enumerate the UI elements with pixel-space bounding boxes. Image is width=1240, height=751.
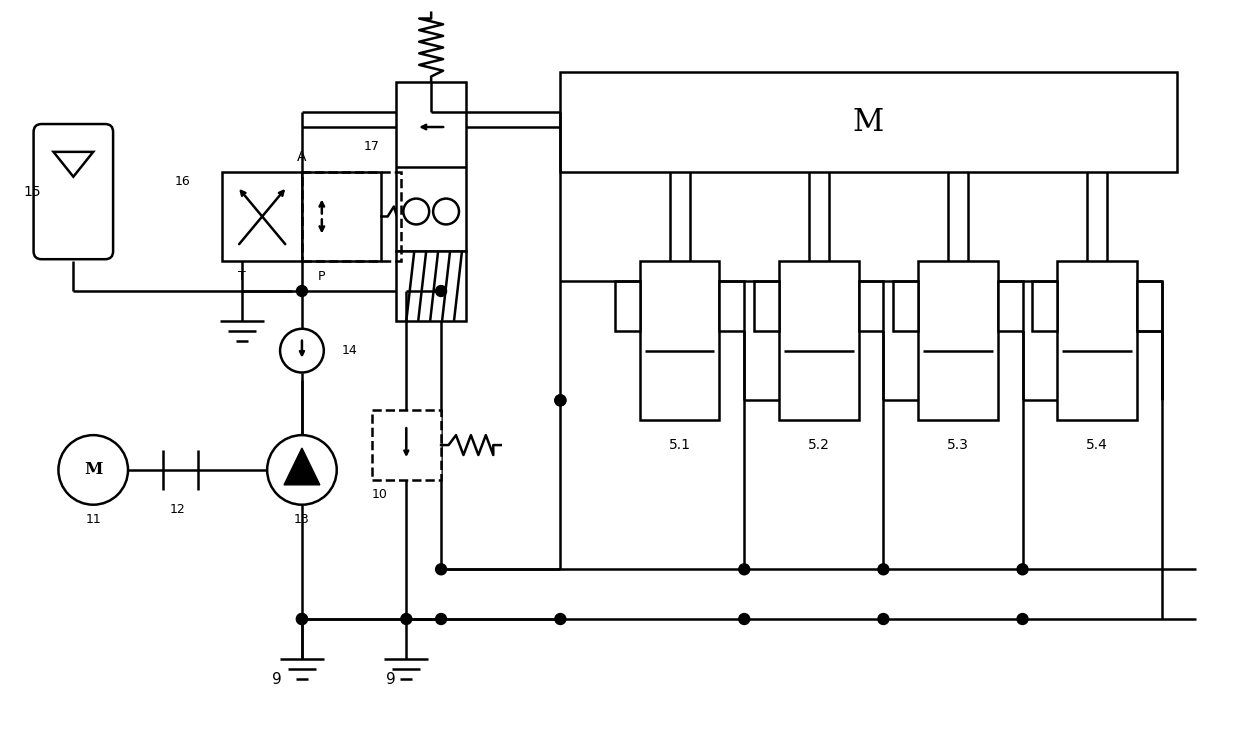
Text: 11: 11 — [86, 513, 102, 526]
Circle shape — [435, 285, 446, 297]
Circle shape — [1017, 564, 1028, 575]
Circle shape — [296, 614, 308, 625]
Text: 12: 12 — [170, 503, 186, 516]
Bar — [719, 281, 744, 330]
FancyBboxPatch shape — [33, 124, 113, 259]
Bar — [1033, 281, 1058, 330]
Text: 5.3: 5.3 — [947, 438, 968, 452]
Bar — [303, 172, 382, 261]
Text: 15: 15 — [24, 185, 41, 198]
Bar — [918, 261, 998, 421]
Bar — [998, 281, 1023, 330]
Bar — [397, 252, 466, 321]
Text: M: M — [84, 461, 103, 478]
Circle shape — [554, 395, 565, 406]
Text: 9: 9 — [387, 671, 396, 686]
Bar — [754, 281, 779, 330]
Circle shape — [296, 614, 308, 625]
Text: 14: 14 — [342, 344, 357, 357]
Text: 17: 17 — [363, 140, 379, 153]
Circle shape — [401, 614, 412, 625]
Circle shape — [1017, 614, 1028, 625]
Text: 5.1: 5.1 — [668, 438, 691, 452]
Bar — [893, 281, 918, 330]
Text: P: P — [319, 270, 326, 282]
Text: A: A — [298, 150, 306, 164]
Circle shape — [739, 614, 750, 625]
Polygon shape — [284, 448, 320, 485]
Text: 13: 13 — [294, 513, 310, 526]
Circle shape — [435, 564, 446, 575]
Circle shape — [878, 564, 889, 575]
Circle shape — [878, 614, 889, 625]
Bar — [1137, 281, 1162, 330]
Bar — [222, 172, 303, 261]
Text: 16: 16 — [175, 175, 191, 189]
Text: 5.2: 5.2 — [807, 438, 830, 452]
Bar — [560, 72, 1177, 172]
Bar — [779, 261, 858, 421]
Text: T: T — [238, 270, 247, 282]
Circle shape — [554, 614, 565, 625]
Circle shape — [739, 564, 750, 575]
Text: 10: 10 — [372, 488, 387, 501]
Bar — [372, 410, 441, 480]
Circle shape — [435, 614, 446, 625]
Circle shape — [554, 395, 565, 406]
Bar — [397, 83, 466, 252]
Text: M: M — [853, 107, 884, 137]
Circle shape — [296, 285, 308, 297]
Bar — [615, 281, 640, 330]
Bar — [640, 261, 719, 421]
Bar — [1058, 261, 1137, 421]
Bar — [303, 172, 402, 261]
Bar — [858, 281, 883, 330]
Text: 5.4: 5.4 — [1086, 438, 1109, 452]
Text: 9: 9 — [272, 671, 281, 686]
